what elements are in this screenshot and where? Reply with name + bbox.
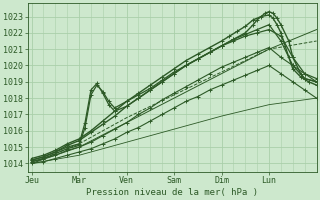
X-axis label: Pression niveau de la mer( hPa ): Pression niveau de la mer( hPa ) <box>86 188 258 197</box>
